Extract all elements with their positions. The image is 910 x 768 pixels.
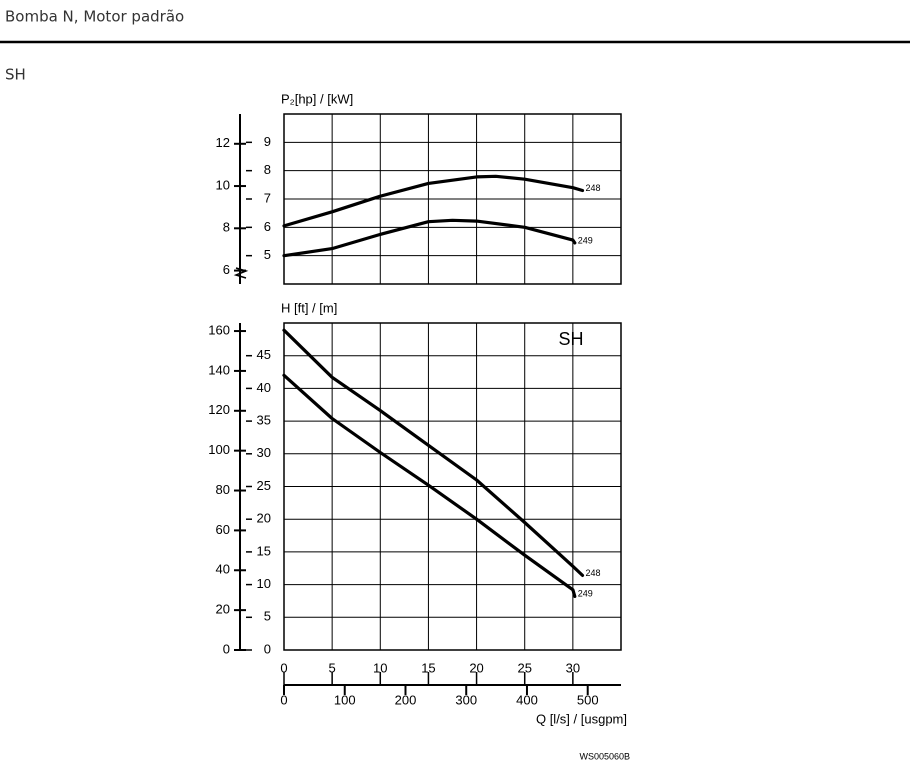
y2-tick-label: 20 — [216, 602, 230, 617]
y-tick-label: 25 — [257, 478, 271, 493]
x2-tick-label: 200 — [395, 692, 417, 707]
x2-tick-label: 300 — [455, 692, 477, 707]
y-tick-label: 45 — [257, 347, 271, 362]
section-title: SH — [5, 66, 26, 84]
y2-tick-label: 100 — [208, 442, 230, 457]
x-tick-label: 20 — [469, 660, 483, 675]
y-axis-title: H [ft] / [m] — [281, 300, 337, 315]
curve — [282, 218, 577, 258]
curve-label: 249 — [578, 235, 593, 245]
x-tick-label: 0 — [280, 660, 287, 675]
curve-label: 248 — [585, 568, 600, 578]
page-title: Bomba N, Motor padrão — [5, 8, 184, 26]
y-tick-label: 0 — [264, 641, 271, 656]
y-axis-title: P₂[hp] / [kW] — [281, 91, 353, 106]
y2-tick-label: 40 — [216, 562, 230, 577]
y2-tick-label: 12 — [216, 135, 230, 150]
annotation: SH — [558, 329, 583, 349]
y-tick-label: 15 — [257, 543, 271, 558]
y-tick-label: 40 — [257, 380, 271, 395]
x-tick-label: 30 — [566, 660, 580, 675]
x2-tick-label: 400 — [516, 692, 538, 707]
y-tick-label: 7 — [264, 190, 271, 205]
figure-code: WS005060B — [579, 751, 630, 761]
x-axis-title: Q [l/s] / [usgpm] — [536, 711, 627, 726]
y2-tick-label: 140 — [208, 362, 230, 377]
y-tick-label: 5 — [264, 609, 271, 624]
y-tick-label: 9 — [264, 134, 271, 149]
y2-tick-label: 80 — [216, 482, 230, 497]
y2-tick-label: 10 — [216, 177, 230, 192]
y-tick-label: 35 — [257, 413, 271, 428]
curve-label: 248 — [585, 183, 600, 193]
y2-tick-label: 0 — [223, 641, 230, 656]
curve — [282, 174, 585, 228]
x2-tick-label: 100 — [334, 692, 356, 707]
y-tick-label: 5 — [264, 247, 271, 262]
x-tick-label: 15 — [421, 660, 435, 675]
x-tick-label: 5 — [329, 660, 336, 675]
y2-tick-label: 8 — [223, 220, 230, 235]
curve — [282, 328, 585, 577]
x2-tick-label: 0 — [280, 692, 287, 707]
curve-label: 249 — [578, 589, 593, 599]
y-tick-label: 30 — [257, 445, 271, 460]
y2-tick-label: 160 — [208, 322, 230, 337]
x-tick-label: 25 — [517, 660, 531, 675]
y-tick-label: 8 — [264, 162, 271, 177]
x-tick-label: 10 — [373, 660, 387, 675]
y-tick-label: 20 — [257, 511, 271, 526]
y2-tick-label: 120 — [208, 402, 230, 417]
y-tick-label: 10 — [257, 576, 271, 591]
curve — [282, 373, 577, 598]
x2-tick-label: 500 — [577, 692, 599, 707]
y2-tick-label: 60 — [216, 522, 230, 537]
y-tick-label: 6 — [264, 219, 271, 234]
y2-tick-label: 6 — [223, 262, 230, 277]
